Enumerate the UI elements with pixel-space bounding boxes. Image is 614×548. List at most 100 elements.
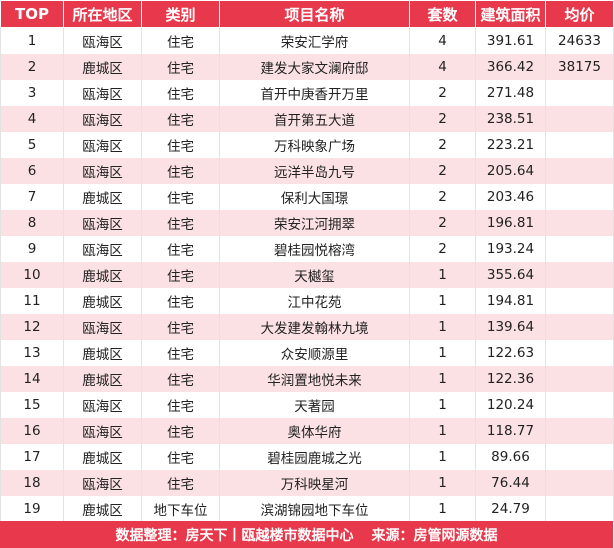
district-cell: 鹿城区 — [63, 183, 142, 210]
average-price-cell — [545, 495, 614, 522]
source-footer: 数据整理：房天下丨瓯越楼市数据中心 来源：房管网源数据 — [0, 521, 613, 548]
district-cell: 瓯海区 — [63, 417, 142, 444]
average-price-cell — [545, 131, 614, 158]
rank-cell: 5 — [0, 131, 64, 158]
column-header-district: 所在地区 — [63, 0, 142, 28]
floor-area-cell: 203.46 — [475, 183, 546, 210]
units-cell: 2 — [409, 235, 476, 262]
average-price-cell — [545, 261, 614, 288]
footer-source-text: 来源：房管网源数据 — [371, 527, 498, 544]
project-name-cell: 万科映象广场 — [219, 131, 410, 158]
category-cell: 住宅 — [141, 261, 220, 288]
floor-area-cell: 89.66 — [475, 443, 546, 470]
project-name-cell: 江中花苑 — [219, 287, 410, 314]
table-row: 14 鹿城区 住宅 华润置地悦未来 1 122.36 — [0, 365, 614, 392]
units-cell: 1 — [409, 365, 476, 392]
rank-cell: 10 — [0, 261, 64, 288]
table-row: 3 瓯海区 住宅 首开中庚香开万里 2 271.48 — [0, 79, 614, 106]
district-cell: 瓯海区 — [63, 209, 142, 236]
units-cell: 2 — [409, 157, 476, 184]
table-row: 18 瓯海区 住宅 万科映星河 1 76.44 — [0, 469, 614, 496]
average-price-cell — [545, 105, 614, 132]
category-cell: 住宅 — [141, 131, 220, 158]
rank-cell: 13 — [0, 339, 64, 366]
project-name-cell: 荣安汇学府 — [219, 27, 410, 54]
table-row: 5 瓯海区 住宅 万科映象广场 2 223.21 — [0, 131, 614, 158]
rank-cell: 18 — [0, 469, 64, 496]
rank-cell: 7 — [0, 183, 64, 210]
units-cell: 1 — [409, 443, 476, 470]
project-name-cell: 奥体华府 — [219, 417, 410, 444]
table-row: 6 瓯海区 住宅 远洋半岛九号 2 205.64 — [0, 157, 614, 184]
table-row: 12 瓯海区 住宅 大发建发翰林九境 1 139.64 — [0, 313, 614, 340]
floor-area-cell: 139.64 — [475, 313, 546, 340]
units-cell: 1 — [409, 469, 476, 496]
category-cell: 住宅 — [141, 443, 220, 470]
floor-area-cell: 118.77 — [475, 417, 546, 444]
units-cell: 2 — [409, 105, 476, 132]
project-name-cell: 远洋半岛九号 — [219, 157, 410, 184]
average-price-cell: 24633 — [545, 27, 614, 54]
average-price-cell — [545, 209, 614, 236]
project-name-cell: 众安顺源里 — [219, 339, 410, 366]
project-name-cell: 天樾玺 — [219, 261, 410, 288]
project-name-cell: 首开第五大道 — [219, 105, 410, 132]
district-cell: 瓯海区 — [63, 391, 142, 418]
category-cell: 住宅 — [141, 183, 220, 210]
category-cell: 住宅 — [141, 235, 220, 262]
units-cell: 1 — [409, 391, 476, 418]
column-header-floor-area: 建筑面积 — [475, 0, 546, 28]
project-name-cell: 华润置地悦未来 — [219, 365, 410, 392]
rank-cell: 9 — [0, 235, 64, 262]
average-price-cell — [545, 287, 614, 314]
category-cell: 住宅 — [141, 157, 220, 184]
rank-cell: 6 — [0, 157, 64, 184]
table-header-row: TOP 所在地区 类别 项目名称 套数 建筑面积 均价 — [0, 0, 614, 28]
table-row: 8 瓯海区 住宅 荣安江河拥翠 2 196.81 — [0, 209, 614, 236]
category-cell: 住宅 — [141, 391, 220, 418]
average-price-cell — [545, 313, 614, 340]
floor-area-cell: 120.24 — [475, 391, 546, 418]
table-row: 4 瓯海区 住宅 首开第五大道 2 238.51 — [0, 105, 614, 132]
floor-area-cell: 366.42 — [475, 53, 546, 80]
units-cell: 2 — [409, 131, 476, 158]
units-cell: 1 — [409, 495, 476, 522]
units-cell: 1 — [409, 287, 476, 314]
average-price-cell — [545, 469, 614, 496]
district-cell: 瓯海区 — [63, 157, 142, 184]
average-price-cell — [545, 365, 614, 392]
rank-cell: 11 — [0, 287, 64, 314]
project-name-cell: 荣安江河拥翠 — [219, 209, 410, 236]
table-row: 10 鹿城区 住宅 天樾玺 1 355.64 — [0, 261, 614, 288]
units-cell: 1 — [409, 313, 476, 340]
floor-area-cell: 391.61 — [475, 27, 546, 54]
floor-area-cell: 122.63 — [475, 339, 546, 366]
district-cell: 鹿城区 — [63, 287, 142, 314]
district-cell: 瓯海区 — [63, 105, 142, 132]
floor-area-cell: 76.44 — [475, 469, 546, 496]
district-cell: 瓯海区 — [63, 79, 142, 106]
category-cell: 住宅 — [141, 313, 220, 340]
table-row: 16 瓯海区 住宅 奥体华府 1 118.77 — [0, 417, 614, 444]
district-cell: 鹿城区 — [63, 53, 142, 80]
category-cell: 住宅 — [141, 79, 220, 106]
category-cell: 住宅 — [141, 53, 220, 80]
rank-cell: 15 — [0, 391, 64, 418]
project-name-cell: 天著园 — [219, 391, 410, 418]
district-cell: 瓯海区 — [63, 235, 142, 262]
category-cell: 住宅 — [141, 105, 220, 132]
category-cell: 住宅 — [141, 417, 220, 444]
floor-area-cell: 193.24 — [475, 235, 546, 262]
rank-cell: 12 — [0, 313, 64, 340]
column-header-average-price: 均价 — [545, 0, 614, 28]
column-header-project-name: 项目名称 — [219, 0, 410, 28]
project-name-cell: 碧桂园鹿城之光 — [219, 443, 410, 470]
rank-cell: 1 — [0, 27, 64, 54]
floor-area-cell: 194.81 — [475, 287, 546, 314]
table-row: 11 鹿城区 住宅 江中花苑 1 194.81 — [0, 287, 614, 314]
column-header-rank: TOP — [0, 0, 64, 28]
district-cell: 鹿城区 — [63, 365, 142, 392]
floor-area-cell: 355.64 — [475, 261, 546, 288]
district-cell: 瓯海区 — [63, 27, 142, 54]
